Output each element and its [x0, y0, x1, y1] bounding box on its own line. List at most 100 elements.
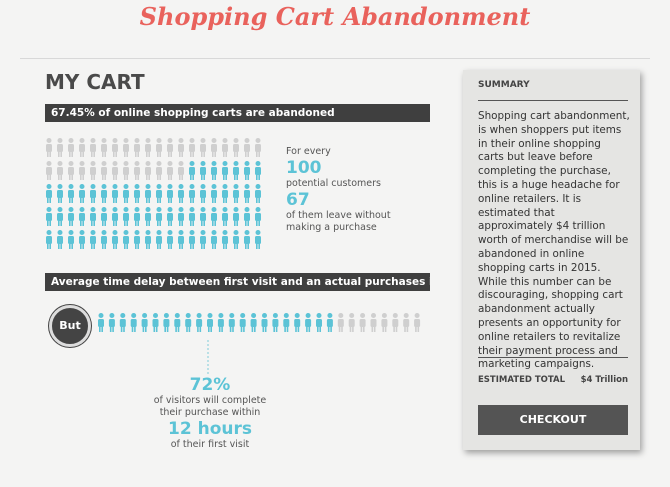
number: 72%: [189, 375, 231, 395]
person-icon: [134, 184, 140, 203]
person-icon: [68, 207, 74, 226]
person-icon: [156, 161, 162, 180]
person-icon: [123, 161, 129, 180]
person-icon: [255, 161, 261, 180]
person-icon: [108, 313, 115, 332]
person-icon: [250, 313, 257, 332]
person-icon: [305, 313, 312, 332]
person-icon: [57, 230, 63, 249]
person-icon: [68, 161, 74, 180]
person-icon: [167, 161, 173, 180]
person-icon: [348, 313, 355, 332]
person-icon: [189, 184, 195, 203]
banner: 67.45% of online shopping carts are aban…: [45, 104, 430, 122]
connector: [207, 340, 209, 374]
person-icon: [79, 207, 85, 226]
text: of visitors will complete their purchase…: [153, 395, 267, 418]
person-icon: [156, 230, 162, 249]
person-icon: [79, 138, 85, 157]
person-icon: [189, 138, 195, 157]
person-icon: [178, 138, 184, 157]
person-icon: [90, 207, 96, 226]
text: of their first visit: [170, 439, 250, 450]
person-icon: [217, 313, 224, 332]
person-icon: [370, 313, 377, 332]
person-icon: [79, 184, 85, 203]
person-icon: [316, 313, 322, 332]
person-icon: [68, 230, 74, 249]
person-icon: [233, 207, 239, 226]
person-icon: [123, 138, 129, 157]
person-icon: [167, 230, 173, 249]
stat-text: 72% of visitors will complete their purc…: [150, 375, 270, 451]
person-icon: [244, 138, 250, 157]
person-icon: [145, 138, 151, 157]
person-icon: [46, 207, 52, 226]
stat-text: For every 100 potential customers 67 of …: [286, 146, 406, 234]
person-icon: [141, 313, 148, 332]
person-icon: [222, 230, 228, 249]
summary-panel: [463, 70, 640, 450]
person-icon: [272, 313, 279, 332]
badge: But: [49, 305, 91, 347]
person-icon: [101, 207, 107, 226]
total-label: ESTIMATED TOTAL: [478, 375, 566, 385]
divider: [478, 357, 628, 358]
person-icon: [46, 184, 52, 203]
person-icon: [244, 207, 250, 226]
person-icon: [359, 313, 366, 332]
person-icon: [178, 230, 184, 249]
person-icon: [200, 161, 206, 180]
person-icon: [255, 184, 261, 203]
person-icon: [200, 184, 206, 203]
person-icon: [79, 161, 85, 180]
person-icon: [79, 230, 85, 249]
person-icon: [57, 161, 63, 180]
person-icon: [233, 161, 239, 180]
text: For every: [286, 146, 331, 157]
person-icon: [163, 313, 170, 332]
person-icon: [167, 138, 173, 157]
person-icon: [178, 184, 184, 203]
person-icon: [392, 313, 399, 332]
person-icon: [156, 138, 162, 157]
person-icon: [112, 184, 118, 203]
person-icon: [211, 207, 217, 226]
total-value: $4 Trillion: [580, 375, 628, 385]
person-icon: [207, 313, 213, 332]
number: 67: [286, 190, 310, 210]
person-icon: [57, 207, 63, 226]
person-icon: [185, 313, 192, 332]
person-icon: [178, 161, 184, 180]
person-icon: [101, 138, 107, 157]
person-icon: [101, 230, 107, 249]
person-icon: [167, 207, 173, 226]
person-icon: [90, 184, 96, 203]
pictogram: [46, 138, 261, 249]
person-icon: [200, 138, 206, 157]
person-icon: [152, 313, 159, 332]
person-icon: [112, 207, 118, 226]
person-icon: [134, 138, 140, 157]
person-icon: [90, 161, 96, 180]
pictogram: [98, 313, 421, 332]
person-icon: [189, 230, 195, 249]
person-icon: [326, 313, 333, 332]
person-icon: [46, 230, 52, 249]
person-icon: [189, 207, 195, 226]
person-icon: [123, 184, 129, 203]
person-icon: [134, 207, 140, 226]
divider: [478, 100, 628, 101]
person-icon: [294, 313, 301, 332]
person-icon: [145, 230, 151, 249]
cart-heading: MY CART: [45, 70, 145, 94]
person-icon: [119, 313, 126, 332]
person-icon: [233, 230, 239, 249]
person-icon: [134, 230, 140, 249]
checkout-button[interactable]: CHECKOUT: [478, 405, 628, 435]
person-icon: [134, 161, 140, 180]
person-icon: [189, 161, 195, 180]
person-icon: [233, 184, 239, 203]
person-icon: [211, 184, 217, 203]
